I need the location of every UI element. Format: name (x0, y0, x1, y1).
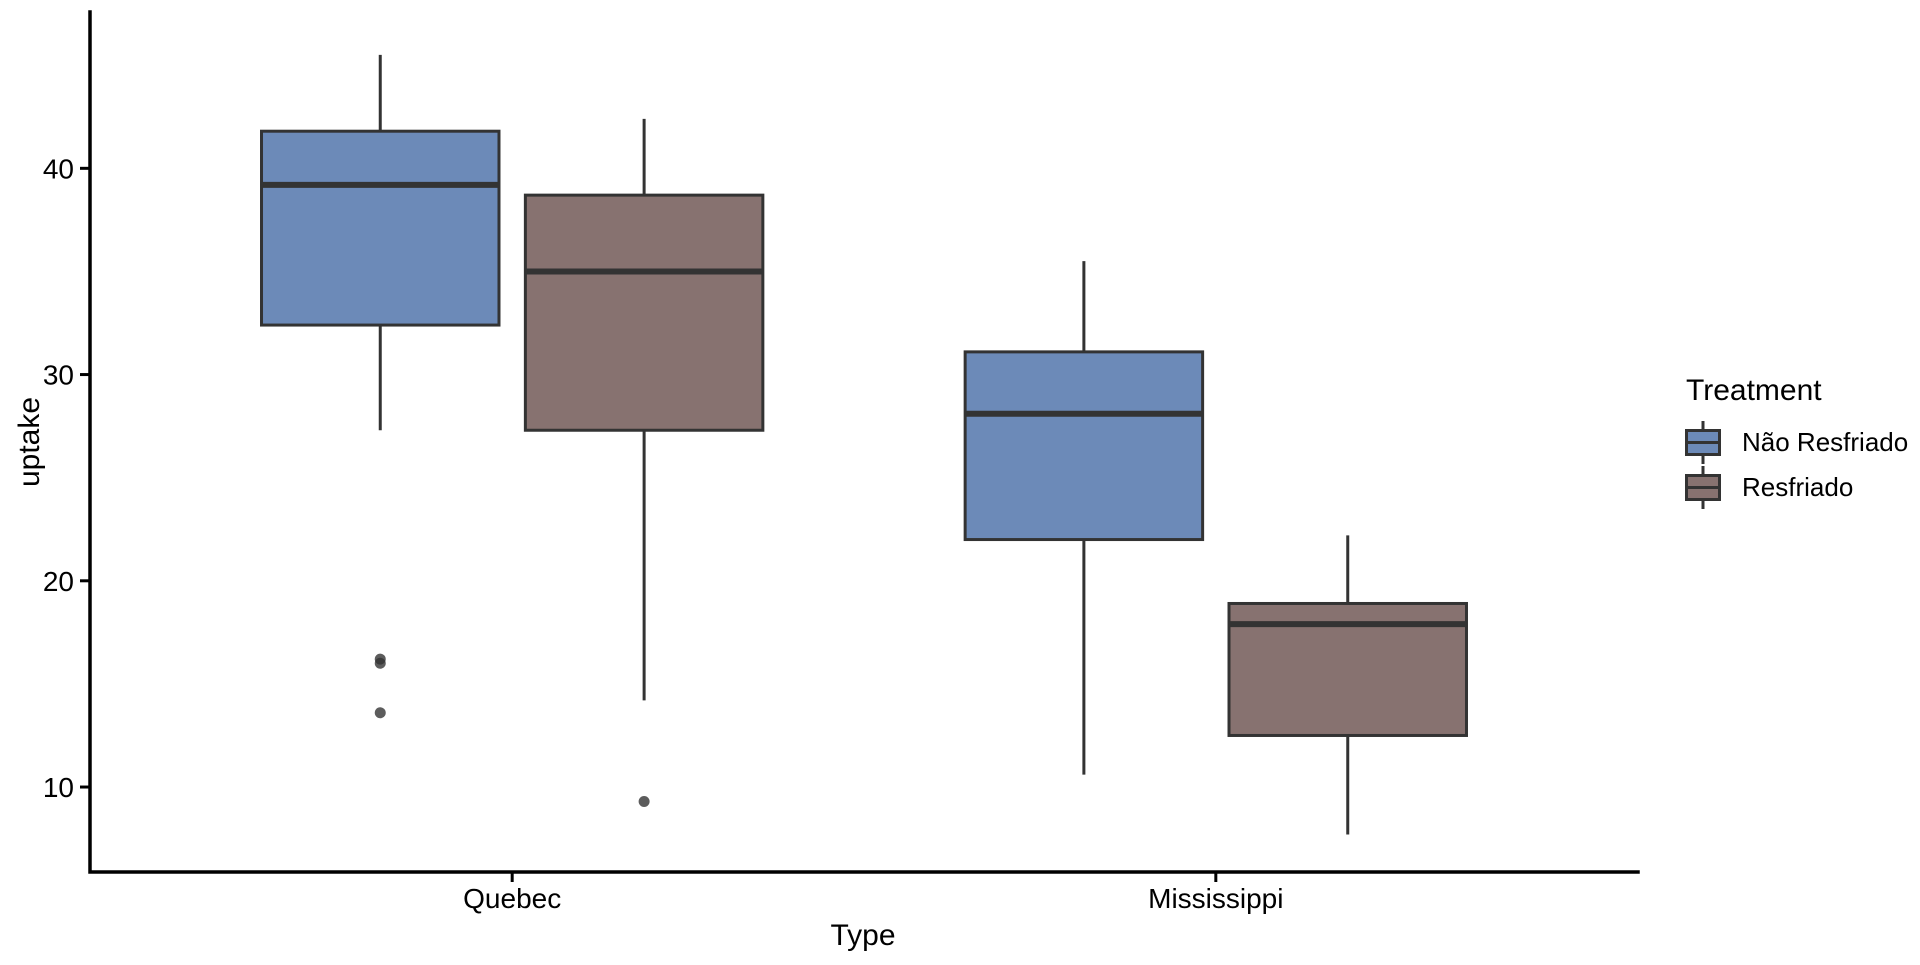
iqr-box (260, 129, 501, 327)
x-tick-label: Quebec (463, 883, 561, 914)
axes-layer: 10 20 30 40 Quebec Mississippi (43, 10, 1640, 914)
outlier-point (374, 657, 386, 669)
outlier-point (374, 707, 386, 719)
boxplot-Mississippi-nonchilled (963, 261, 1205, 775)
y-tick-label: 10 (43, 772, 74, 803)
legend-item-label: Resfriado (1742, 472, 1854, 502)
legend-items: Não Resfriado Resfriado (1685, 420, 1908, 510)
y-tick-label: 40 (43, 153, 74, 184)
y-tick-label: 20 (43, 566, 74, 597)
x-tick-label: Mississippi (1148, 883, 1283, 914)
boxplot-Quebec-chilled (523, 118, 765, 807)
y-tick-label: 30 (43, 360, 74, 391)
x-axis-title: Type (830, 919, 896, 952)
outlier-point (638, 795, 650, 807)
boxplot-key-icon (1685, 421, 1721, 464)
axis-line (88, 10, 1640, 874)
boxplot-Quebec-nonchilled (260, 54, 501, 719)
legend-item: Resfriado (1685, 465, 1908, 510)
legend-item: Não Resfriado (1685, 420, 1908, 465)
legend-title: Treatment (1686, 374, 1822, 407)
iqr-box (523, 193, 765, 432)
boxes-layer (260, 54, 1468, 835)
iqr-box (963, 350, 1205, 542)
boxplot-Mississippi-chilled (1227, 535, 1468, 835)
y-axis-title: uptake (13, 396, 46, 488)
legend-item-label: Não Resfriado (1742, 427, 1909, 457)
boxplot-key-icon (1685, 466, 1721, 509)
legend: Treatment Não Resfriado Resfriado (1685, 374, 1908, 510)
